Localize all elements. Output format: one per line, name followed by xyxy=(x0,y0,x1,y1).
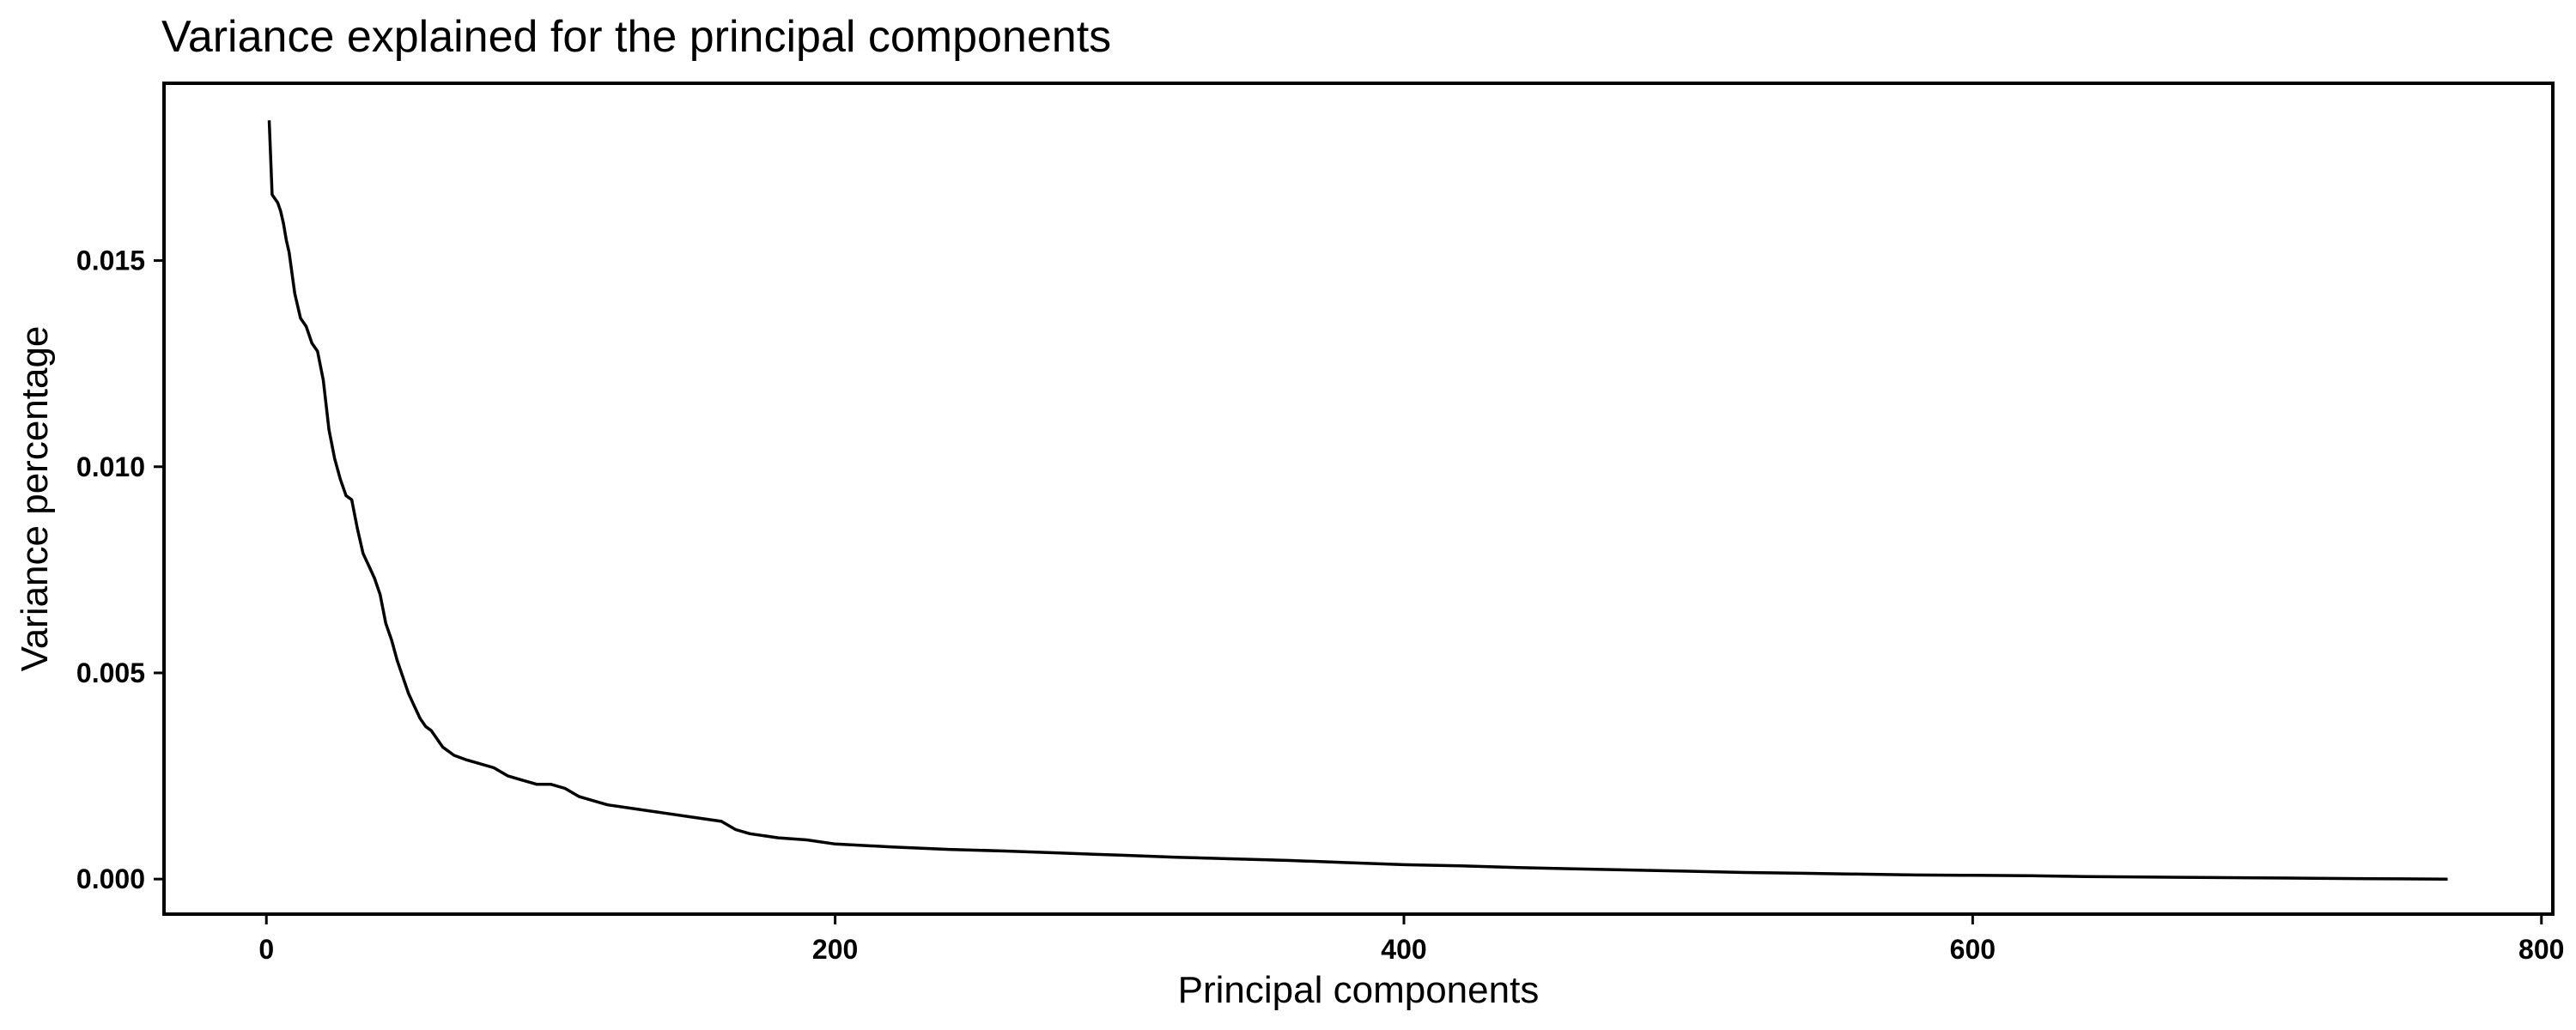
x-tick-label: 600 xyxy=(1950,934,1996,965)
x-tick-label: 200 xyxy=(812,934,858,965)
y-axis: 0.000 0.005 0.010 0.015 xyxy=(76,245,164,894)
chart-title: Variance explained for the principal com… xyxy=(161,12,1111,62)
x-tick-label: 0 xyxy=(258,934,274,965)
x-axis-title: Principal components xyxy=(1178,969,1540,1011)
x-axis: 0 200 400 600 800 xyxy=(258,914,2564,965)
x-tick-label: 400 xyxy=(1381,934,1426,965)
y-tick-label: 0.000 xyxy=(76,863,145,894)
y-axis-title: Variance percentage xyxy=(14,326,56,672)
plot-frame xyxy=(162,82,2555,916)
y-tick-label: 0.005 xyxy=(76,657,145,688)
y-tick-label: 0.010 xyxy=(76,451,145,482)
y-tick-label: 0.015 xyxy=(76,245,145,276)
variance-series-line xyxy=(267,120,2448,881)
x-tick-label: 800 xyxy=(2518,934,2564,965)
